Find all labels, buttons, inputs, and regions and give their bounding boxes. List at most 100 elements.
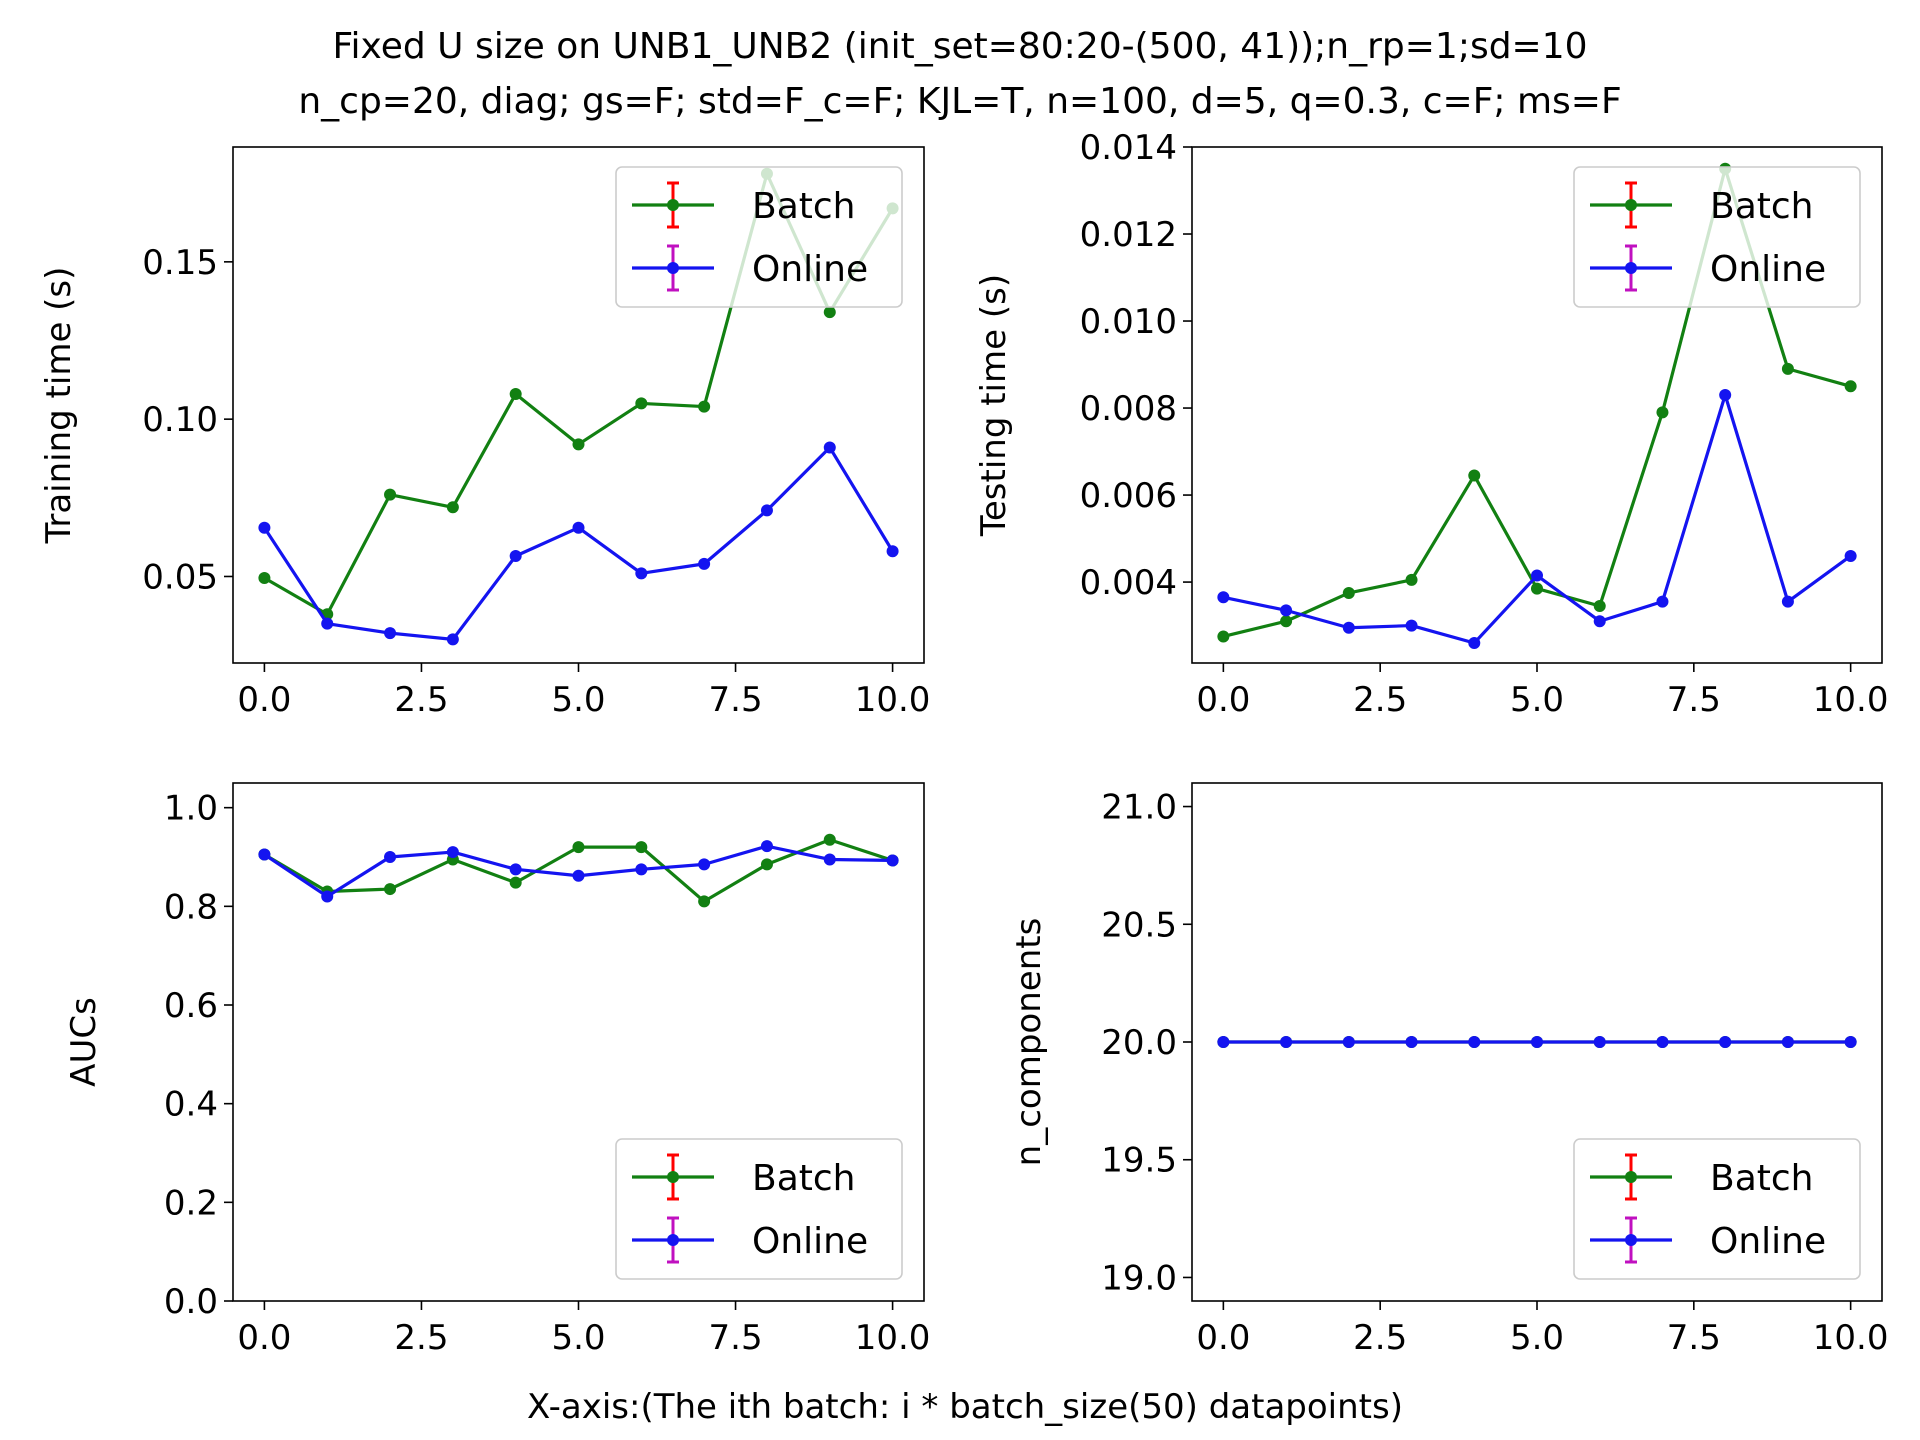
legend-handle-marker (667, 1171, 679, 1183)
y-tick-label: 0.8 (164, 887, 218, 927)
data-point-batch (1217, 630, 1230, 643)
data-point-batch (1531, 582, 1543, 595)
legend: Batch Online (615, 1138, 903, 1280)
data-point-batch (572, 438, 585, 451)
y-tick-label: 0.05 (142, 557, 218, 597)
data-point-batch (635, 397, 648, 410)
x-tick-label: 7.5 (1667, 1318, 1721, 1358)
y-tick-label: 0.008 (1080, 389, 1177, 429)
y-tick-label: 21.0 (1101, 788, 1177, 828)
x-tick-label: 5.0 (551, 680, 605, 720)
data-point-online (1719, 1036, 1732, 1048)
data-point-online (698, 557, 711, 570)
axes-frame (1191, 146, 1883, 664)
legend-entry-batch: Batch (752, 186, 855, 227)
data-point-online (572, 521, 585, 534)
legend-box (615, 1138, 903, 1280)
data-point-online (1468, 636, 1481, 649)
data-point-batch (572, 841, 585, 854)
data-point-online (1656, 595, 1669, 608)
x-tick-label: 5.0 (551, 1318, 605, 1358)
data-point-online (384, 627, 397, 640)
legend-entry-batch: Batch (1710, 1158, 1813, 1199)
subplot-3: 0.0 2.5 5.0 7.5 10.0 0.0 0.2 0.4 0.6 0.8 1.0 AUCs Ba… (64, 782, 930, 1358)
data-point-online (635, 567, 648, 580)
y-tick-label: 0.10 (142, 400, 218, 440)
data-point-online (1844, 549, 1857, 562)
x-tick-label: 0.0 (1196, 1318, 1250, 1358)
data-point-batch (698, 400, 711, 413)
y-tick-label: 0.4 (164, 1085, 218, 1125)
data-point-online (446, 846, 459, 859)
data-point-online (886, 545, 899, 558)
x-tick-label: 0.0 (237, 1318, 291, 1358)
legend-box (1573, 1138, 1861, 1280)
y-tick-label: 0.0 (164, 1282, 218, 1322)
data-point-online (321, 890, 334, 903)
data-point-online (321, 617, 334, 630)
axes-frame (232, 146, 925, 664)
data-point-batch (1656, 406, 1669, 419)
data-point-online (1405, 1036, 1418, 1048)
data-point-batch (1781, 362, 1794, 375)
data-point-online (823, 441, 836, 454)
legend: Batch Online (615, 166, 903, 308)
x-tick-label: 10.0 (1813, 680, 1889, 720)
data-point-online (384, 851, 397, 863)
y-tick-label: 0.010 (1080, 302, 1177, 342)
data-point-batch (1468, 469, 1481, 482)
y-tick-label: 0.6 (164, 986, 218, 1026)
data-point-online (760, 840, 773, 853)
y-tick-label: 0.004 (1080, 563, 1177, 603)
data-point-online (1342, 621, 1355, 634)
data-point-batch (384, 883, 397, 896)
data-point-online (258, 848, 271, 861)
data-point-batch (823, 833, 836, 846)
y-tick-label: 0.014 (1080, 128, 1177, 168)
y-tick-label: 20.5 (1101, 905, 1177, 945)
legend-handle-marker (1625, 262, 1637, 274)
legend-box (615, 166, 903, 308)
legend-entry-batch: Batch (1710, 186, 1813, 227)
data-point-online (509, 550, 522, 563)
data-point-online (698, 858, 711, 871)
subplots: 0.0 2.5 5.0 7.5 10.0 0.05 0.10 0.15 Training tim… (39, 128, 1888, 1358)
data-point-online (1781, 595, 1794, 608)
legend-box (1573, 166, 1861, 308)
data-point-online (1468, 1036, 1481, 1048)
x-tick-label: 7.5 (709, 680, 763, 720)
data-point-batch (760, 858, 773, 871)
y-axis-label: n_components (1009, 918, 1049, 1167)
data-point-online (1781, 1036, 1794, 1048)
legend: Batch Online (1573, 166, 1861, 308)
y-tick-label: 0.2 (164, 1183, 218, 1223)
data-point-batch (1280, 615, 1293, 628)
x-tick-label: 10.0 (1813, 1318, 1889, 1358)
data-point-online (1280, 604, 1293, 617)
data-point-online (1844, 1036, 1857, 1048)
data-point-batch (509, 387, 522, 400)
data-point-online (1593, 1036, 1606, 1048)
data-point-online (1405, 619, 1418, 632)
y-tick-label: 19.5 (1101, 1141, 1177, 1181)
subplot-1: 0.0 2.5 5.0 7.5 10.0 0.05 0.10 0.15 Training tim… (39, 146, 930, 720)
data-point-online (1342, 1036, 1355, 1048)
data-point-online (1280, 1036, 1293, 1048)
data-point-online (1217, 591, 1230, 604)
legend-entry-online: Online (752, 249, 868, 290)
data-point-batch (698, 895, 711, 908)
x-tick-label: 0.0 (237, 680, 291, 720)
data-point-batch (635, 841, 648, 854)
figure-title-line-1: Fixed U size on UNB1_UNB2 (init_set=80:2… (332, 26, 1587, 67)
data-point-batch (509, 876, 522, 889)
data-point-online (760, 504, 773, 517)
data-point-online (1531, 569, 1543, 582)
legend: Batch Online (1573, 1138, 1861, 1280)
x-tick-label: 7.5 (709, 1318, 763, 1358)
y-tick-label: 0.15 (142, 243, 218, 283)
data-point-batch (1405, 573, 1418, 586)
legend-handle-marker (1625, 1234, 1637, 1246)
data-point-batch (1844, 380, 1857, 393)
y-tick-label: 0.006 (1080, 476, 1177, 516)
data-point-online (258, 521, 271, 534)
